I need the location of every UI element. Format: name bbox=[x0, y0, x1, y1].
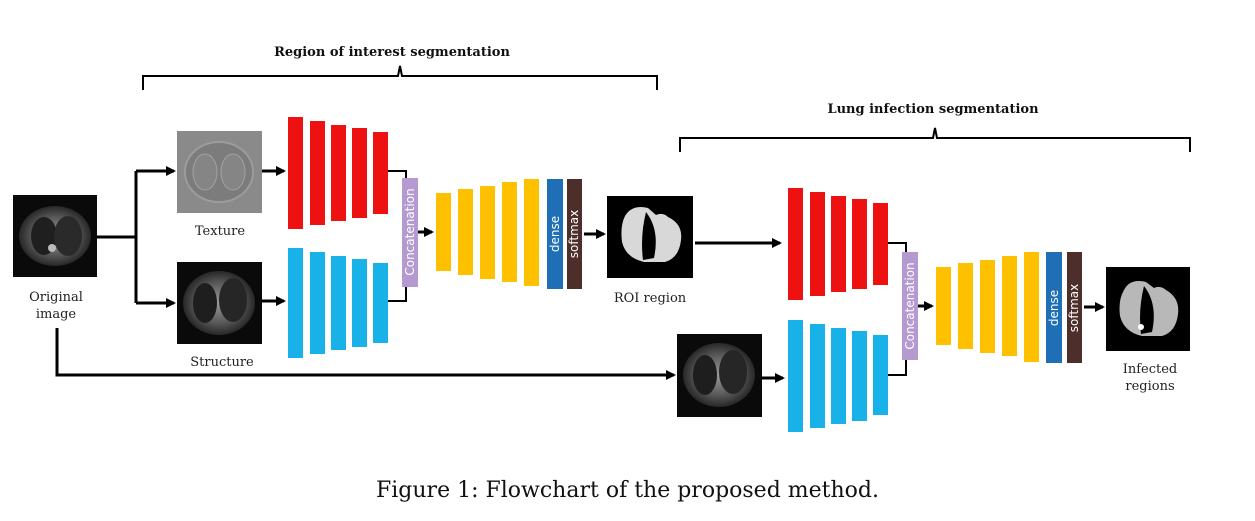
original-image bbox=[13, 195, 97, 277]
flowchart-diagram: Region of interest segmentation Lung inf… bbox=[13, 45, 1191, 432]
dense-block-2 bbox=[1046, 252, 1062, 363]
softmax-label-2: softmax bbox=[1067, 284, 1081, 332]
roi-brace bbox=[142, 65, 658, 90]
structure-label: Structure bbox=[190, 355, 254, 370]
structure-encoder bbox=[288, 248, 388, 358]
original-label-line1: Original bbox=[29, 290, 83, 305]
roi-header: Region of interest segmentation bbox=[274, 45, 510, 60]
figure-caption: Figure 1: Flowchart of the proposed meth… bbox=[376, 478, 879, 503]
dense-label: dense bbox=[548, 216, 562, 252]
texture-label: Texture bbox=[195, 224, 245, 239]
softmax-label: softmax bbox=[567, 210, 581, 258]
concatenation-label: Concatenation bbox=[403, 188, 417, 275]
concatenation-block-2 bbox=[902, 252, 918, 360]
roi-region-label: ROI region bbox=[614, 291, 687, 306]
roi-decoder bbox=[436, 179, 539, 286]
infected-label-line2: regions bbox=[1125, 379, 1174, 394]
roi-image bbox=[607, 196, 693, 278]
second-input-image bbox=[677, 334, 762, 417]
dense-block bbox=[547, 179, 563, 289]
dense-label-2: dense bbox=[1047, 290, 1061, 326]
texture-encoder bbox=[288, 117, 388, 229]
concatenation-label-2: Concatenation bbox=[903, 262, 917, 349]
concatenation-block bbox=[402, 178, 418, 287]
softmax-block-2 bbox=[1067, 252, 1082, 363]
ct-encoder bbox=[788, 320, 888, 432]
structure-image bbox=[177, 262, 262, 344]
infected-image bbox=[1106, 267, 1190, 351]
softmax-block bbox=[567, 179, 582, 289]
roi-encoder bbox=[788, 188, 888, 300]
texture-image bbox=[177, 131, 262, 213]
lung-decoder bbox=[936, 252, 1039, 362]
original-label-line2: image bbox=[36, 307, 77, 322]
lung-header: Lung infection segmentation bbox=[827, 102, 1039, 117]
infected-label-line1: Infected bbox=[1123, 362, 1178, 377]
arrow-original-to-second-input bbox=[55, 328, 676, 380]
lung-brace bbox=[679, 127, 1191, 152]
